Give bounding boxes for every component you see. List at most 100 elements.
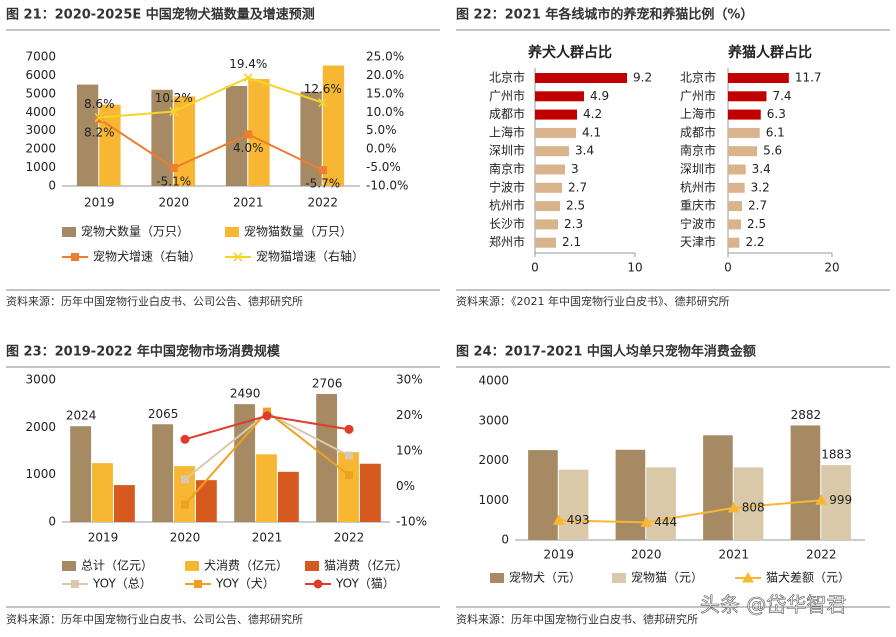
x-tick-label: 2022 bbox=[334, 531, 365, 545]
bar-label: 1883 bbox=[821, 448, 852, 462]
legend-label: 宠物猫数量（万只） bbox=[244, 224, 352, 239]
line-marker bbox=[169, 106, 179, 117]
y2-tick-label: 25.0% bbox=[366, 50, 404, 64]
y-tick-label: 6000 bbox=[25, 68, 56, 82]
bar-label: 4.2 bbox=[583, 107, 602, 121]
y-tick-label: 3000 bbox=[478, 413, 509, 427]
bar bbox=[173, 96, 196, 186]
line-label: 493 bbox=[567, 513, 590, 527]
bar bbox=[76, 84, 99, 186]
bar bbox=[703, 435, 733, 540]
bar-label: 2.3 bbox=[564, 217, 583, 231]
category-label: 宁波市 bbox=[489, 179, 525, 194]
panel-title: 图 21：2020-2025E 中国宠物犬猫数量及增速预测 bbox=[6, 7, 315, 23]
y2-tick-label: 20% bbox=[396, 408, 423, 422]
bar bbox=[728, 201, 743, 212]
bar bbox=[728, 91, 767, 102]
bar bbox=[225, 85, 248, 186]
x-tick-label: 2019 bbox=[84, 196, 115, 210]
line-marker bbox=[345, 471, 353, 480]
legend-swatch bbox=[225, 227, 239, 237]
line-label: 8.6% bbox=[84, 97, 115, 111]
x-tick-label: 2020 bbox=[170, 531, 201, 545]
bar bbox=[790, 425, 821, 540]
y-tick-label: 0 bbox=[48, 515, 56, 529]
y2-tick-label: 10.0% bbox=[366, 105, 404, 119]
bar bbox=[728, 164, 746, 175]
y-tick-label: 4000 bbox=[478, 374, 509, 388]
line-label: -5.1% bbox=[156, 174, 191, 188]
legend-marker bbox=[233, 252, 243, 262]
line-marker bbox=[181, 475, 189, 484]
bar-label: 2.1 bbox=[562, 235, 581, 249]
legend-swatch bbox=[62, 561, 76, 571]
bar-label: 3.4 bbox=[575, 144, 594, 158]
x-tick-label: 2021 bbox=[252, 531, 283, 545]
bar bbox=[70, 426, 92, 522]
line-label: 444 bbox=[654, 515, 677, 529]
y2-tick-label: 0.0% bbox=[366, 142, 397, 156]
x-tick-label: 20 bbox=[824, 261, 839, 275]
legend-label: 宠物猫（元） bbox=[631, 570, 703, 585]
source: 资料来源：历年中国宠物行业白皮书、公司公告、德邦研究所 bbox=[6, 294, 303, 308]
panel-title: 图 23：2019-2022 年中国宠物市场消费规模 bbox=[6, 344, 281, 360]
legend-swatch bbox=[490, 573, 504, 583]
category-label: 杭州市 bbox=[680, 179, 716, 194]
bar-label: 2.5 bbox=[566, 199, 585, 213]
line-marker bbox=[815, 494, 828, 505]
category-label: 上海市 bbox=[680, 106, 716, 121]
line-label: 19.4% bbox=[229, 57, 267, 71]
bar-label: 4.9 bbox=[590, 89, 609, 103]
bar bbox=[234, 404, 256, 522]
category-label: 北京市 bbox=[489, 70, 525, 85]
legend-marker bbox=[71, 253, 79, 261]
y2-tick-label: -10.0% bbox=[366, 179, 408, 193]
line-label: 999 bbox=[829, 493, 852, 507]
category-label: 南京市 bbox=[680, 143, 716, 158]
line-marker bbox=[262, 411, 272, 421]
line-marker bbox=[344, 424, 354, 434]
bar-label: 3 bbox=[571, 162, 579, 176]
category-label: 长沙市 bbox=[489, 216, 525, 231]
bar bbox=[728, 73, 789, 83]
source: 资料来源：历年中国宠物行业白皮书、公司公告、德邦研究所 bbox=[6, 612, 303, 626]
y-tick-label: 7000 bbox=[25, 50, 56, 64]
bar bbox=[535, 237, 556, 248]
line-label: 808 bbox=[742, 500, 765, 514]
line-label: 10.2% bbox=[155, 91, 193, 105]
line-label: 12.6% bbox=[304, 82, 342, 96]
panel-title: 图 24：2017-2021 中国人均单只宠物年消费金额 bbox=[456, 344, 756, 360]
legend-label: 猫犬差额（元） bbox=[766, 571, 850, 585]
y-tick-label: 2000 bbox=[478, 453, 509, 467]
line-marker bbox=[169, 163, 178, 172]
y2-tick-label: 0% bbox=[396, 479, 415, 493]
bar-label: 6.1 bbox=[766, 125, 785, 139]
bar-label: 3.2 bbox=[751, 180, 770, 194]
legend-swatch bbox=[62, 227, 76, 237]
category-label: 广州市 bbox=[680, 88, 716, 103]
legend-swatch bbox=[612, 573, 626, 583]
x-tick-label: 2022 bbox=[307, 196, 338, 210]
bar bbox=[535, 146, 569, 157]
bar bbox=[558, 469, 589, 540]
legend-label: YOY（猫） bbox=[335, 577, 395, 591]
bar bbox=[535, 182, 562, 193]
legend-label: 总计（亿元） bbox=[81, 558, 153, 573]
category-label: 深圳市 bbox=[489, 143, 525, 158]
bar bbox=[728, 109, 761, 120]
bar bbox=[646, 467, 676, 540]
subtitle: 养犬人群占比 bbox=[527, 44, 612, 61]
y-tick-label: 4000 bbox=[25, 105, 56, 119]
y2-tick-label: 30% bbox=[396, 373, 423, 387]
legend-label: 宠物犬（元） bbox=[509, 570, 581, 585]
line-marker bbox=[95, 114, 104, 123]
y2-tick-label: -5.0% bbox=[366, 160, 401, 174]
y2-tick-label: -10% bbox=[396, 515, 427, 529]
category-label: 上海市 bbox=[489, 124, 525, 139]
source: 资料来源：历年中国宠物行业白皮书、德邦研究所 bbox=[456, 612, 698, 626]
bar bbox=[277, 471, 299, 522]
bar bbox=[728, 237, 740, 248]
y-tick-label: 1000 bbox=[478, 493, 509, 507]
bar-label: 5.6 bbox=[763, 144, 782, 158]
